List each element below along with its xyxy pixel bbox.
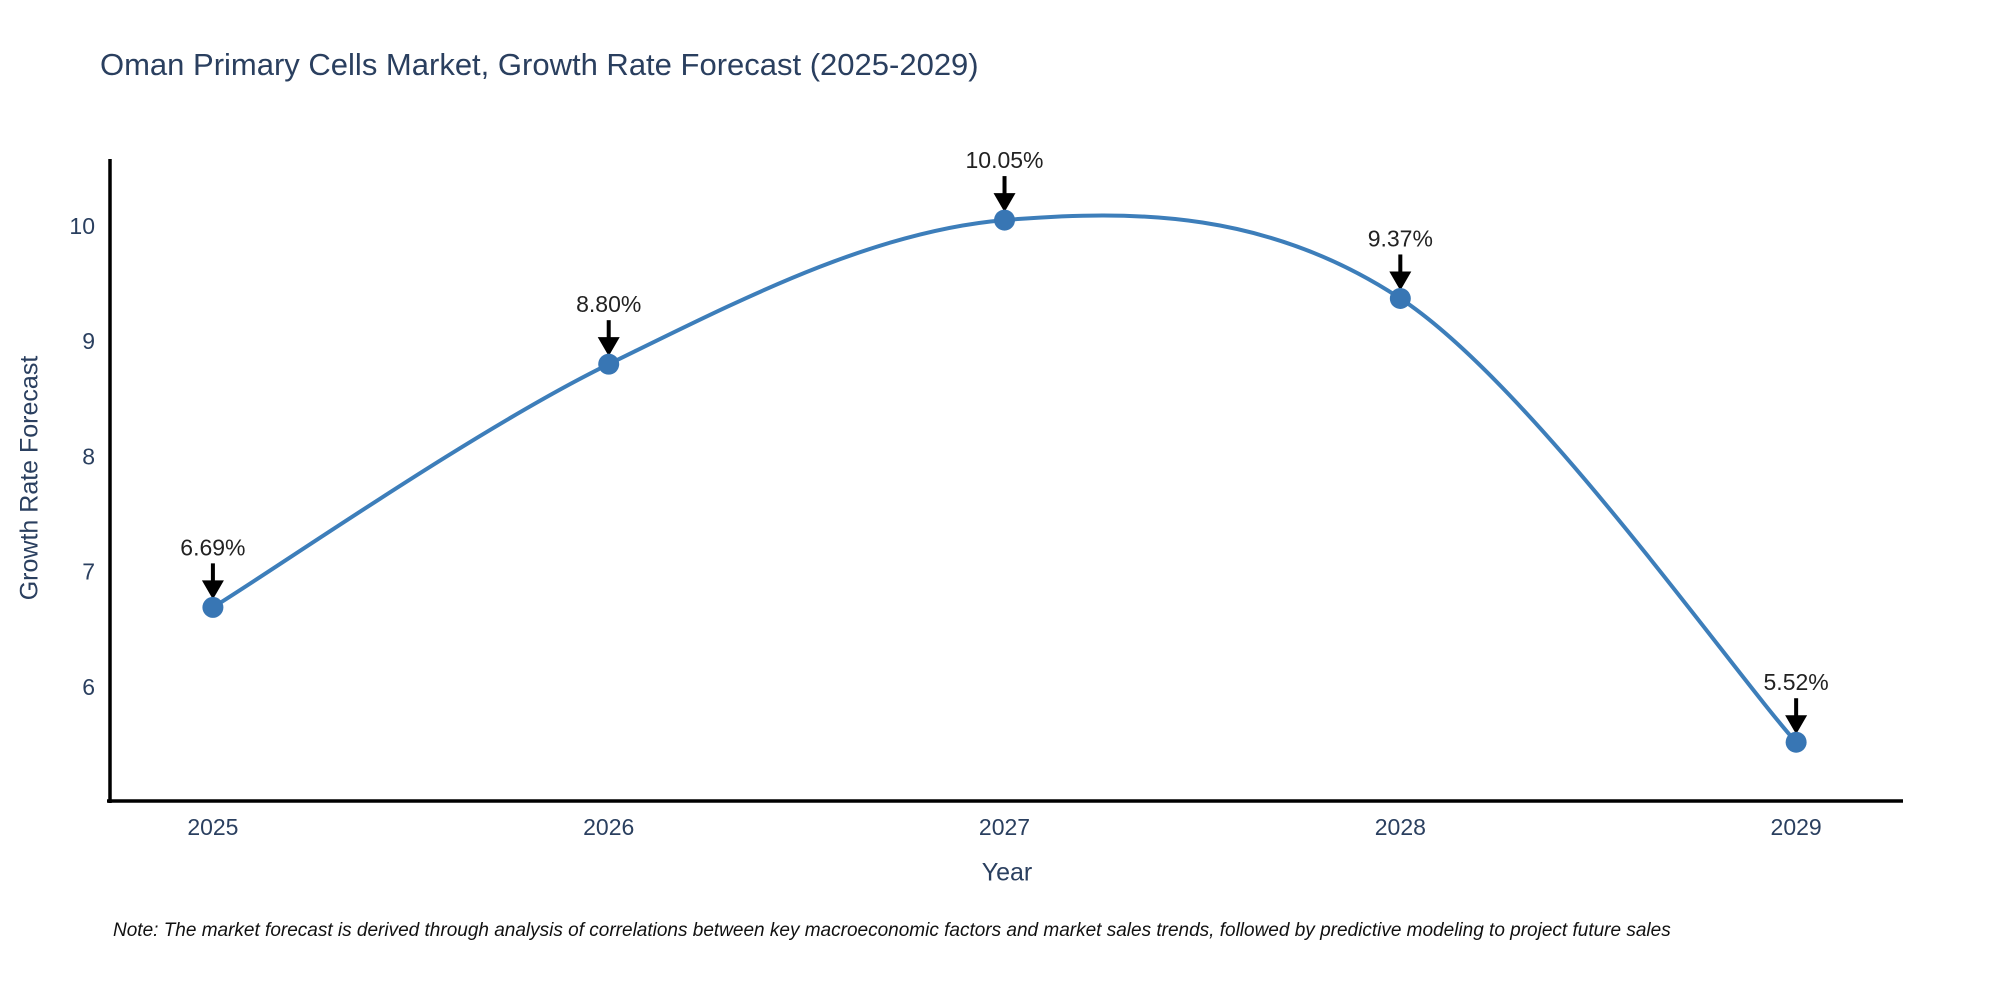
x-tick-label: 2026 (583, 814, 634, 840)
x-tick-label: 2025 (187, 814, 238, 840)
data-point[interactable] (1785, 731, 1807, 753)
data-label: 5.52% (1764, 669, 1829, 695)
y-tick-label: 6 (82, 674, 95, 700)
point-annotation: 5.52% (1764, 669, 1829, 735)
point-annotation: 6.69% (180, 534, 246, 600)
annotation-arrowhead-icon (597, 337, 620, 357)
data-point[interactable] (598, 353, 620, 375)
annotation-arrowhead-icon (201, 580, 224, 600)
data-label: 10.05% (966, 147, 1044, 173)
point-annotation: 8.80% (576, 291, 641, 357)
x-tick-label: 2028 (1375, 814, 1426, 840)
data-label: 9.37% (1368, 225, 1433, 251)
y-tick-label: 10 (69, 213, 95, 239)
point-annotation: 9.37% (1368, 225, 1433, 291)
annotation-arrowhead-icon (1389, 271, 1412, 291)
data-point[interactable] (202, 596, 224, 618)
x-tick-label: 2029 (1771, 814, 1822, 840)
trend-line (210, 213, 1799, 745)
point-annotation: 10.05% (966, 147, 1044, 213)
footnote: Note: The market forecast is derived thr… (113, 920, 1671, 941)
data-label: 6.69% (180, 534, 245, 560)
y-tick-label: 8 (82, 443, 95, 469)
y-tick-label: 9 (82, 328, 95, 354)
chart-title: Oman Primary Cells Market, Growth Rate F… (100, 47, 979, 82)
data-point[interactable] (1389, 287, 1411, 309)
y-tick-label: 7 (82, 559, 95, 585)
data-label: 8.80% (576, 291, 641, 317)
annotation-arrowhead-icon (993, 193, 1016, 213)
data-point[interactable] (994, 209, 1016, 231)
x-tick-label: 2027 (979, 814, 1030, 840)
x-axis-title: Year (981, 858, 1033, 887)
annotation-arrowhead-icon (1785, 715, 1808, 735)
